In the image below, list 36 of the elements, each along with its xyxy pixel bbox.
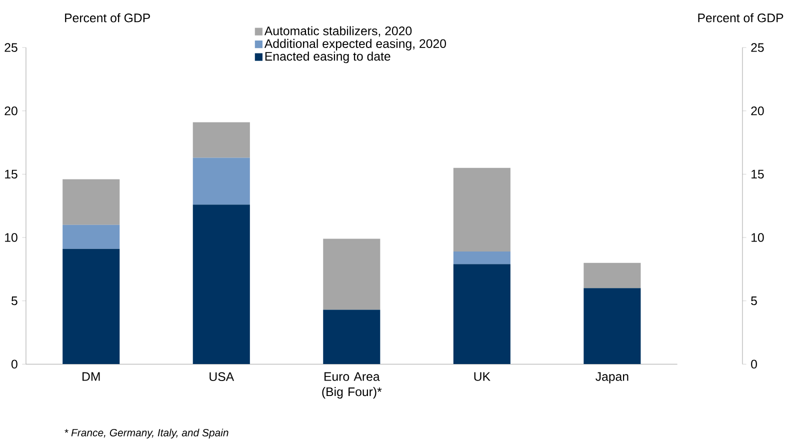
bar	[62, 224, 120, 249]
x-tick-label: Japan	[596, 372, 628, 384]
bar	[453, 168, 510, 252]
y2-tick-label: 10	[752, 233, 764, 242]
text: * France, Germany, Italy, and Spain	[64, 428, 228, 438]
y2-tick-label: 0	[751, 360, 757, 369]
bar	[323, 310, 380, 364]
y2-axis-title: Percent of GDP	[698, 13, 784, 22]
y-axis-title: Percent of GDP	[65, 13, 150, 22]
x-tick-label: DM	[82, 372, 100, 381]
legend-label: Enacted easing to date	[265, 52, 390, 64]
bar	[62, 248, 120, 364]
y-tick-label: 5	[11, 296, 18, 306]
bar	[62, 179, 120, 225]
bar	[453, 264, 510, 364]
y-tick-label: 15	[5, 170, 18, 179]
bar	[453, 251, 510, 264]
legend-label: Additional expected easing, 2020	[264, 38, 446, 50]
legend-label: Automatic stabilizers, 2020	[264, 26, 412, 37]
y-tick-label: 0	[11, 360, 18, 369]
y2-tick-label: 20	[751, 106, 764, 116]
bar	[584, 262, 641, 288]
bar	[584, 288, 641, 364]
y2-tick-label: 5	[751, 296, 757, 306]
y-tick-label: 10	[5, 233, 18, 242]
x-tick-label: UK	[474, 372, 490, 381]
bar	[192, 158, 250, 205]
bar	[323, 238, 380, 310]
x-tick-label: USA	[210, 372, 234, 382]
bar	[192, 122, 250, 158]
y-tick-label: 20	[4, 106, 18, 116]
y2-tick-label: 25	[751, 43, 764, 52]
y-tick-label: 25	[4, 43, 18, 52]
x-tick-label: Euro Area (Big Four)*	[322, 372, 382, 399]
y2-tick-label: 15	[752, 170, 764, 179]
bar	[192, 204, 250, 364]
